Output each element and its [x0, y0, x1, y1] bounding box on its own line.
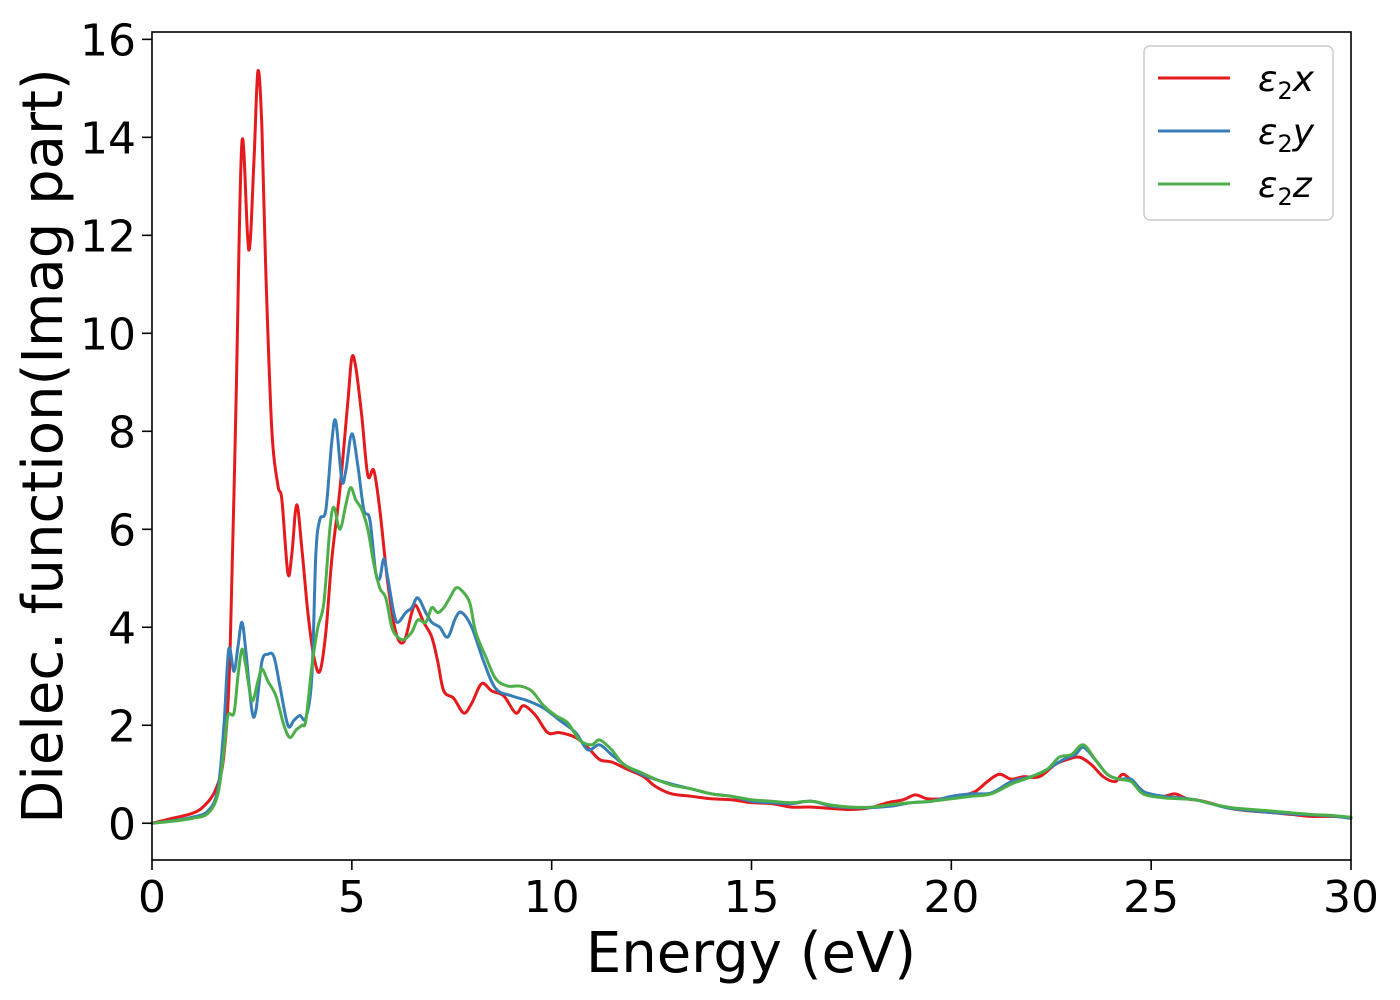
x-tick-label: 0 — [138, 872, 166, 923]
x-axis-label: Energy (eV) — [586, 921, 916, 986]
x-tick-label: 25 — [1123, 872, 1179, 923]
x-tick-label: 15 — [724, 872, 780, 923]
y-tick-label: 0 — [108, 799, 136, 850]
series-layer — [150, 69, 1353, 825]
y-tick-label: 6 — [108, 505, 136, 556]
series-line-z — [150, 486, 1353, 825]
legend-label-x: ε2x — [1258, 59, 1315, 105]
x-tick-label: 10 — [524, 872, 580, 923]
y-tick-label: 8 — [108, 407, 136, 458]
y-tick-label: 14 — [80, 113, 136, 164]
y-tick-label: 12 — [80, 211, 136, 262]
x-tick-label: 30 — [1323, 872, 1379, 923]
series-line-y — [150, 418, 1353, 825]
legend-box — [1143, 45, 1334, 221]
y-axis-ticks: 0 2 4 6 8 10 12 14 16 — [80, 15, 152, 850]
y-tick-label: 4 — [108, 603, 136, 654]
series-line-x — [150, 69, 1353, 825]
legend-label-z: ε2z — [1258, 165, 1313, 211]
x-tick-label: 20 — [923, 872, 979, 923]
legend: ε2x ε2y ε2z — [1143, 45, 1334, 221]
legend-label-y: ε2y — [1258, 112, 1315, 158]
y-tick-label: 2 — [108, 701, 136, 752]
x-tick-label: 5 — [338, 872, 366, 923]
y-axis-label: Dielec. function(Imag part) — [11, 68, 76, 824]
y-tick-label: 16 — [80, 15, 136, 66]
y-tick-label: 10 — [80, 309, 136, 360]
x-axis-ticks: 0 5 10 15 20 25 30 — [138, 860, 1379, 923]
